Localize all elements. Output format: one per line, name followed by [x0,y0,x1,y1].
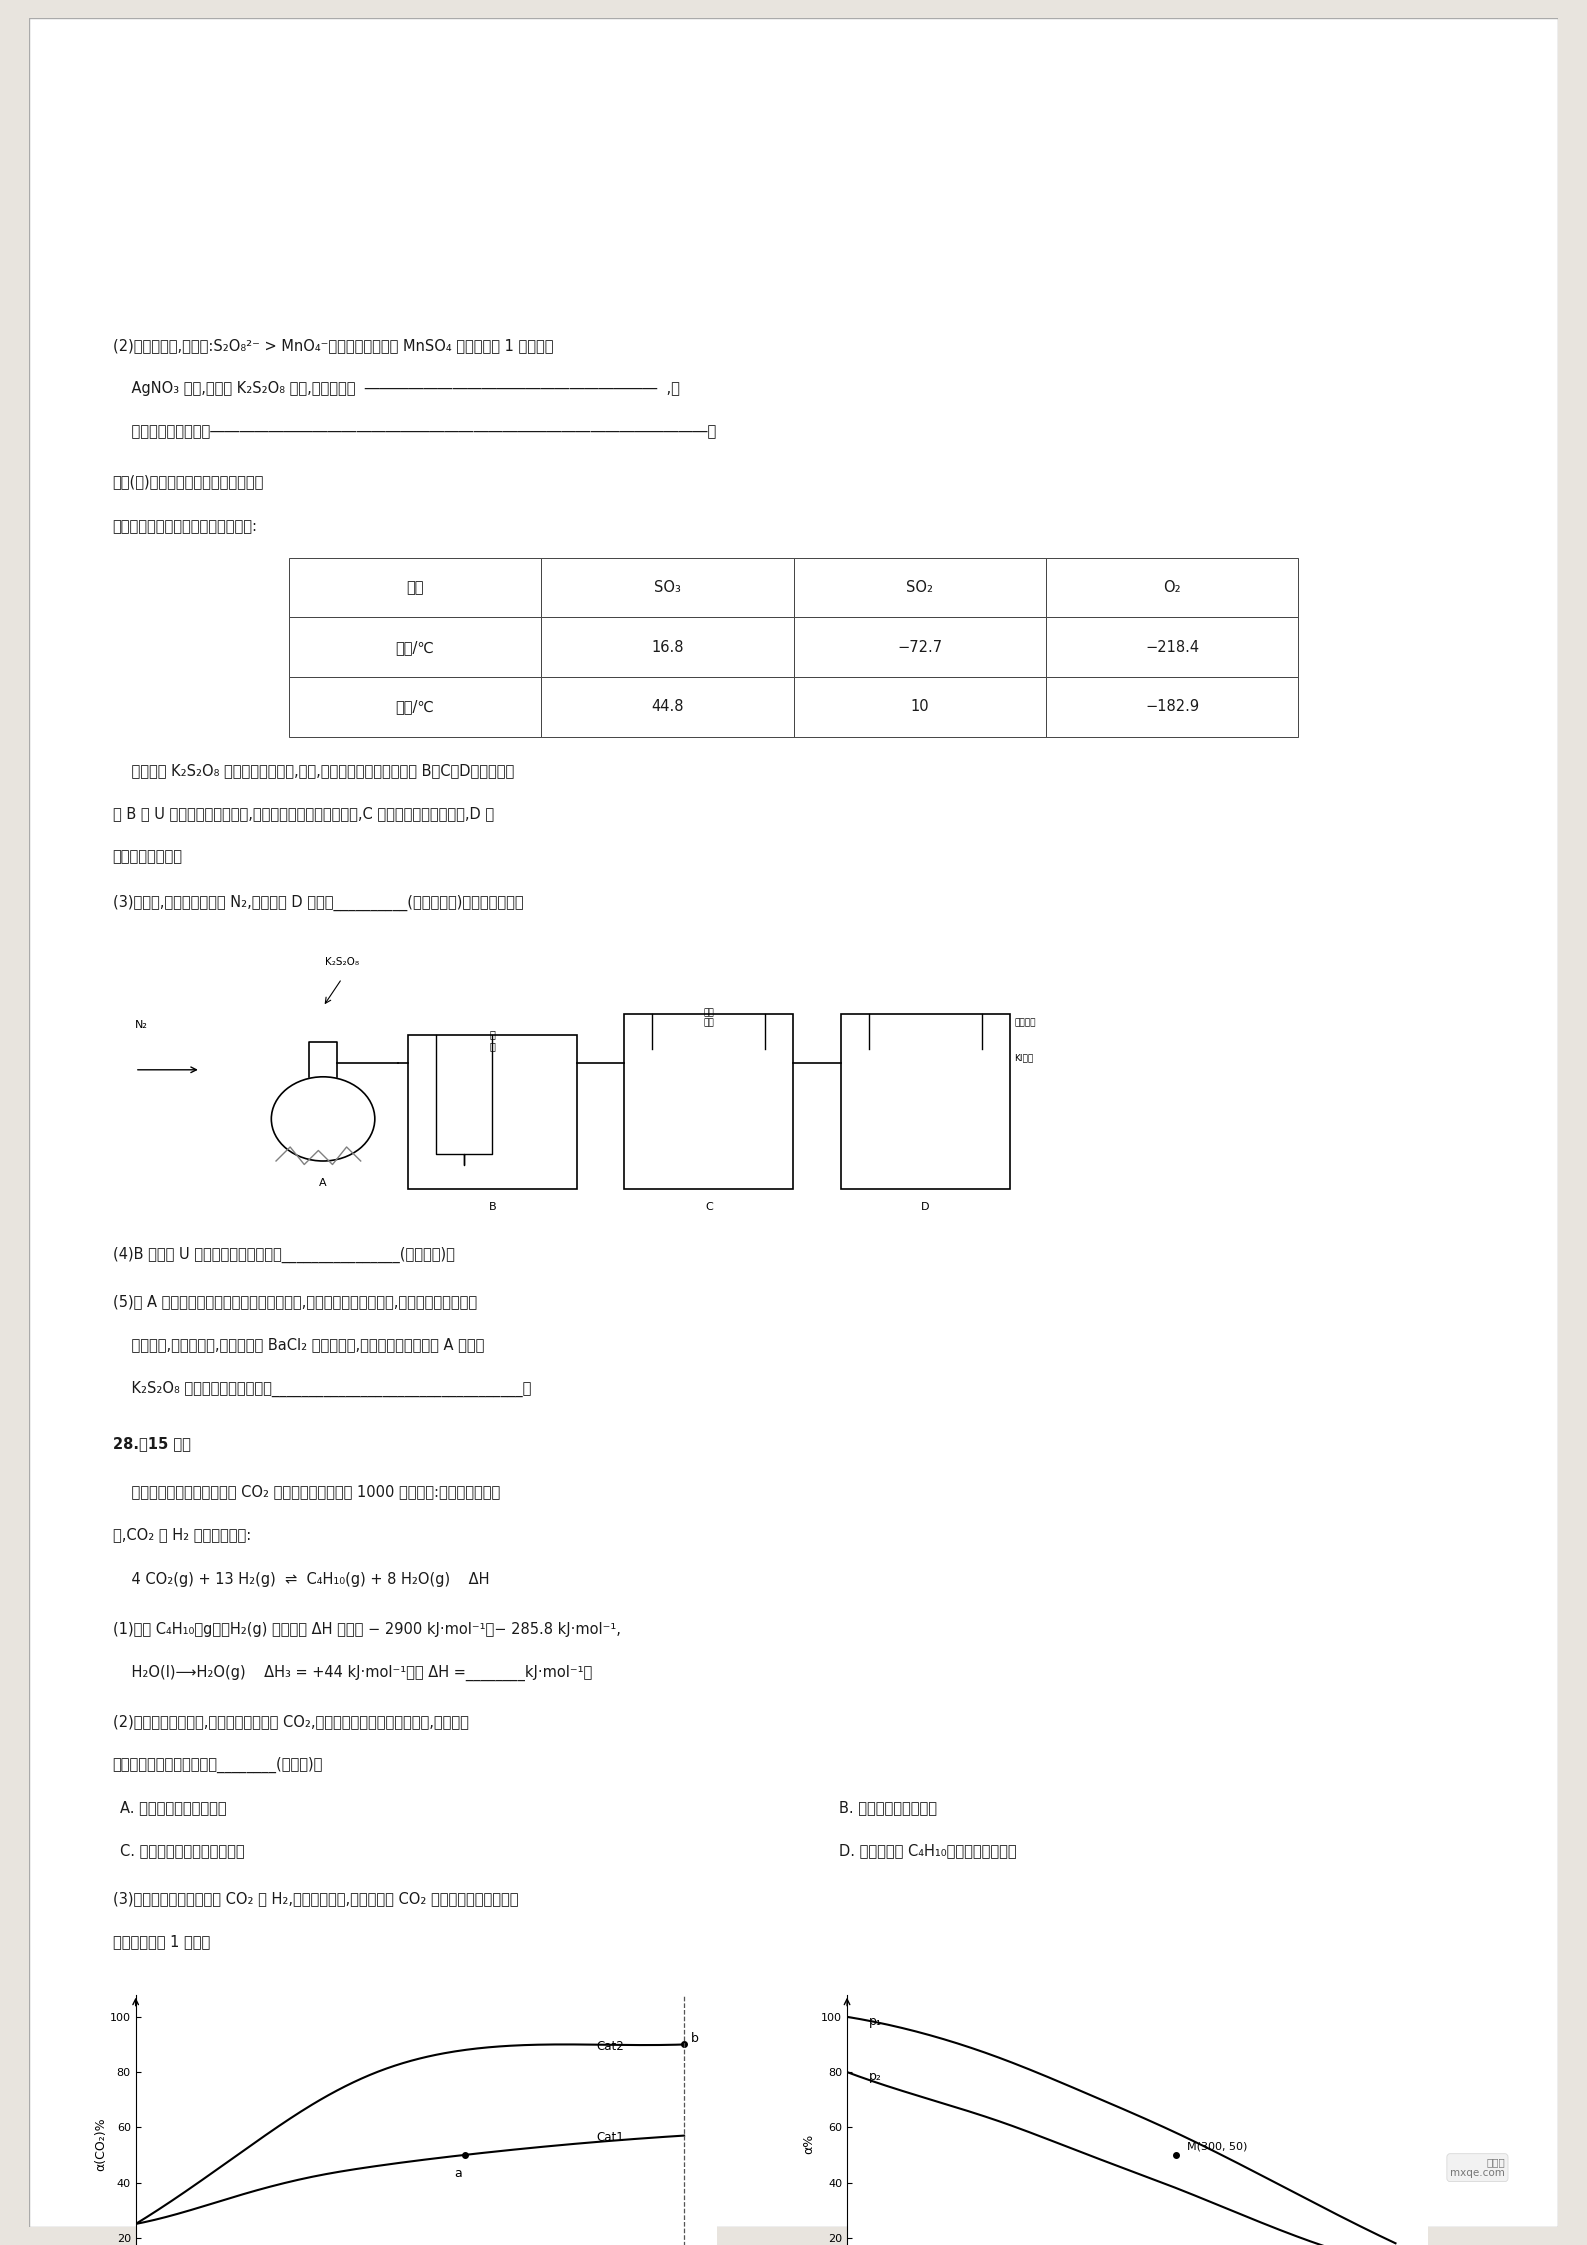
Text: (1)已知 C₄H₁₀（g）、H₂(g) 的燃烧热 ΔH 分别为 − 2900 kJ·mol⁻¹、− 285.8 kJ·mol⁻¹,: (1)已知 C₄H₁₀（g）、H₂(g) 的燃烧热 ΔH 分别为 − 2900 … [113,1621,621,1637]
Bar [1046,557,1298,617]
Text: −218.4: −218.4 [1146,640,1200,656]
Bar [794,678,1046,736]
Text: 16.8: 16.8 [651,640,684,656]
Bar [1046,617,1298,678]
Text: 于试管中,加入蒸馏水,溶解后滴加 BaCl₂ 溶液和盐酸,产生白色沉淠。写出 A 装置中: 于试管中,加入蒸馏水,溶解后滴加 BaCl₂ 溶液和盐酸,产生白色沉淠。写出 A… [113,1338,484,1351]
Y-axis label: α%: α% [803,2133,816,2153]
Text: KI溶液: KI溶液 [1014,1053,1033,1062]
Text: 实验(二)探究过二硫酸钔的不稳定性。: 实验(二)探究过二硫酸钔的不稳定性。 [113,474,263,489]
Text: 现 B 中 U 形管内产生无色液体,接着无色液体慢慢变成固体,C 中溶液颜色无明显变化,D 中: 现 B 中 U 形管内产生无色液体,接着无色液体慢慢变成固体,C 中溶液颜色无明… [113,806,494,822]
Bar [541,678,794,736]
Text: SO₃: SO₃ [654,579,681,595]
Text: (3)加热前,先通人一段时间 N₂,当观察到 D 装置中__________(填实验现象)时点燃酒精灯。: (3)加热前,先通人一段时间 N₂,当观察到 D 装置中__________(填… [113,894,524,911]
Text: O₂: O₂ [1163,579,1181,595]
Text: −182.9: −182.9 [1146,700,1200,714]
Bar [541,557,794,617]
Bar [841,1015,1009,1190]
Text: D: D [920,1201,930,1212]
Text: 品红
溶液: 品红 溶液 [703,1008,714,1028]
Y-axis label: α(CO₂)%: α(CO₂)% [94,2117,106,2171]
Text: 已知几种物质的燕、沸点如下表所示:: 已知几种物质的燕、沸点如下表所示: [113,519,257,534]
Text: 答案圈
mxqe.com: 答案圈 mxqe.com [1451,2157,1504,2178]
Text: C: C [705,1201,713,1212]
Bar [289,557,541,617]
Text: N₂: N₂ [135,1019,148,1030]
Text: a: a [454,2166,462,2180]
Bar [541,617,794,678]
Text: 沸点/℃: 沸点/℃ [395,700,435,714]
Bar [289,617,541,678]
Bar [408,1035,578,1190]
Text: K₂S₂O₈: K₂S₂O₈ [325,956,359,968]
Text: 物质: 物质 [406,579,424,595]
Text: (5)当 A 装置的硬质玻璃管中固体完全分解时,停止加热。冷却至室温,然后取少量残留固体: (5)当 A 装置的硬质玻璃管中固体完全分解时,停止加热。冷却至室温,然后取少量… [113,1293,476,1309]
Text: 燕点/℃: 燕点/℃ [395,640,435,656]
Text: C. 气体平均摩尔质量保持不变: C. 气体平均摩尔质量保持不变 [121,1843,244,1859]
Text: 含淠粉的: 含淠粉的 [1014,1019,1036,1028]
Text: A. 混合气体密度保持不变: A. 混合气体密度保持不变 [121,1800,227,1816]
Text: 4 CO₂(g) + 13 H₂(g)  ⇌  C₄H₁₀(g) + 8 H₂O(g)    ΔH: 4 CO₂(g) + 13 H₂(g) ⇌ C₄H₁₀(g) + 8 H₂O(g… [113,1572,489,1587]
Text: p₁: p₁ [870,2016,882,2027]
Text: B: B [489,1201,497,1212]
Text: b: b [690,2032,698,2045]
Text: (4)B 装置的 U 形管中收集到的物质是________________(填化学式)。: (4)B 装置的 U 形管中收集到的物质是________________(填化… [113,1246,454,1264]
Bar [794,557,1046,617]
Text: −72.7: −72.7 [897,640,943,656]
Text: M(300, 50): M(300, 50) [1187,2142,1247,2151]
Bar [624,1015,794,1190]
Text: Cat2: Cat2 [597,2041,624,2052]
Bar [289,678,541,736]
Text: 下,CO₂ 和 H₂ 发生反应如下:: 下,CO₂ 和 H₂ 发生反应如下: [113,1527,251,1542]
Text: 冰
水: 冰 水 [489,1028,495,1051]
Text: A: A [319,1179,327,1188]
Text: H₂O(l)⟶H₂O(g)    ΔH₃ = +44 kJ·mol⁻¹。则 ΔH =________kJ·mol⁻¹。: H₂O(l)⟶H₂O(g) ΔH₃ = +44 kJ·mol⁻¹。则 ΔH =_… [113,1664,592,1682]
Text: 表明反应达到平衡状态的是________(填字母)。: 表明反应达到平衡状态的是________(填字母)。 [113,1758,324,1774]
Bar [1046,678,1298,736]
Text: 我国科学家研制出催化剂将 CO₂ 转化为烃的效率提高 1000 倍。已知:在某催化剂作用: 我国科学家研制出催化剂将 CO₂ 转化为烃的效率提高 1000 倍。已知:在某催… [113,1484,500,1500]
Text: 取适量的 K₂S₂O₈ 装人硬质玻璃管中,加热,将分解产物依次通过装置 B、C、D。实验中发: 取适量的 K₂S₂O₈ 装人硬质玻璃管中,加热,将分解产物依次通过装置 B、C、… [113,763,514,779]
Text: p₂: p₂ [870,2070,882,2083]
Text: (3)在密闭容器中充入适量 CO₂ 和 H₂,发生上述反应,单位时间内 CO₂ 的转化率与温度、催化: (3)在密闭容器中充入适量 CO₂ 和 H₂,发生上述反应,单位时间内 CO₂ … [113,1890,519,1906]
Text: SO₂: SO₂ [906,579,933,595]
Text: 剂的关系如图 1 所示。: 剂的关系如图 1 所示。 [113,1933,209,1949]
Text: D. 混合气体中 C₄H₁₀体积分数保持不变: D. 混合气体中 C₄H₁₀体积分数保持不变 [840,1843,1017,1859]
Text: 44.8: 44.8 [651,700,684,714]
Text: K₂S₂O₈ 发生分解的化学方程式__________________________________。: K₂S₂O₈ 发生分解的化学方程式_______________________… [113,1381,532,1396]
Text: 反应的离子方程式为――――――――――――――――――――――――――――――――――。: 反应的离子方程式为―――――――――――――――――――――――――――――――… [113,424,716,440]
Bar [794,617,1046,678]
Text: Cat1: Cat1 [597,2131,624,2144]
Text: 28.（15 分）: 28.（15 分） [113,1437,190,1450]
Text: 溶液逐渐变蓝色。: 溶液逐渐变蓝色。 [113,849,183,864]
Text: AgNO₃ 溶液,再滴加 K₂S₂O₈ 溶液,实验现象是  ――――――――――――――――――――  ,该: AgNO₃ 溶液,再滴加 K₂S₂O₈ 溶液,实验现象是 ―――――――――――… [113,382,679,397]
Text: (2)在恒温恒压条件下,向密闭容器中充入 CO₂,加入适当催化剂发生上述反应,下列情况: (2)在恒温恒压条件下,向密闭容器中充入 CO₂,加入适当催化剂发生上述反应,下… [113,1715,468,1729]
Text: (2)查阅文献知,氧化性:S₂O₈²⁻ > MnO₄⁻。在稀硫酸酸化的 MnSO₄ 溶液中滴加 1 滴催化剂: (2)查阅文献知,氧化性:S₂O₈²⁻ > MnO₄⁻。在稀硫酸酸化的 MnSO… [113,339,554,352]
Text: B. 气体总压强保持不变: B. 气体总压强保持不变 [840,1800,938,1816]
Text: 10: 10 [911,700,928,714]
